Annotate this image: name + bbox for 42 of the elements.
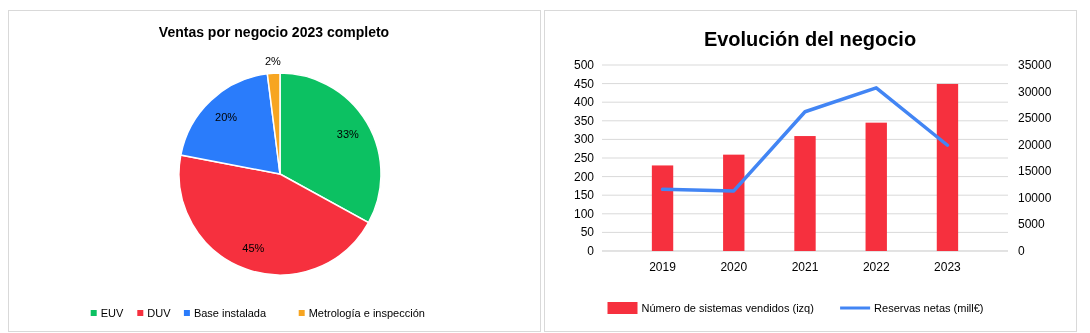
bar bbox=[865, 122, 887, 251]
y2-tick-label: 15000 bbox=[1018, 164, 1052, 179]
y-tick-label: 0 bbox=[587, 244, 595, 258]
legend-label: DUV bbox=[147, 307, 172, 319]
x-tick-label: 2020 bbox=[720, 260, 748, 274]
y-tick-label: 500 bbox=[573, 58, 595, 72]
line-series bbox=[660, 86, 950, 193]
data-label: 45% bbox=[242, 242, 265, 255]
x-tick-label: 2019 bbox=[649, 260, 677, 274]
x-tick-label: 2021 bbox=[791, 260, 819, 274]
y-tick-label: 300 bbox=[573, 132, 595, 147]
legend-label: Base instalada bbox=[193, 307, 267, 319]
bar bbox=[651, 165, 674, 251]
y-tick-label: 100 bbox=[573, 206, 595, 221]
legend-label: Metrología e inspección bbox=[308, 307, 425, 319]
y2-tick-label: 25000 bbox=[1018, 111, 1052, 126]
y-tick-label: 150 bbox=[573, 188, 595, 203]
y-tick-label: 250 bbox=[573, 151, 595, 165]
legend-label: Reservas netas (mill€) bbox=[874, 302, 984, 314]
bar bbox=[936, 83, 959, 251]
y2-tick-label: 30000 bbox=[1018, 84, 1052, 99]
bar bbox=[723, 154, 745, 251]
x-tick-label: 2022 bbox=[862, 260, 890, 274]
y2-tick-label: 20000 bbox=[1018, 137, 1052, 152]
data-label: 20% bbox=[215, 110, 238, 123]
y2-tick-label: 35000 bbox=[1018, 58, 1052, 72]
y-tick-label: 450 bbox=[573, 76, 595, 91]
y2-tick-label: 10000 bbox=[1018, 190, 1052, 205]
chart-title: Evolución del negocio bbox=[703, 28, 917, 50]
data-label: 33% bbox=[336, 127, 360, 140]
y-tick-label: 400 bbox=[573, 95, 595, 110]
y2-tick-label: 5000 bbox=[1018, 217, 1046, 232]
y2-tick-label: 0 bbox=[1018, 244, 1025, 258]
y-tick-label: 200 bbox=[573, 169, 595, 184]
legend-label: Número de sistemas vendidos (izq) bbox=[641, 302, 814, 314]
bar bbox=[794, 136, 816, 251]
y-tick-label: 50 bbox=[580, 225, 595, 240]
data-label: 2% bbox=[264, 55, 282, 68]
x-tick-label: 2023 bbox=[934, 260, 962, 274]
y-tick-label: 350 bbox=[573, 113, 595, 128]
chart-title: Ventas por negocio 2023 completo bbox=[158, 24, 390, 40]
legend-label: EUV bbox=[100, 307, 124, 319]
